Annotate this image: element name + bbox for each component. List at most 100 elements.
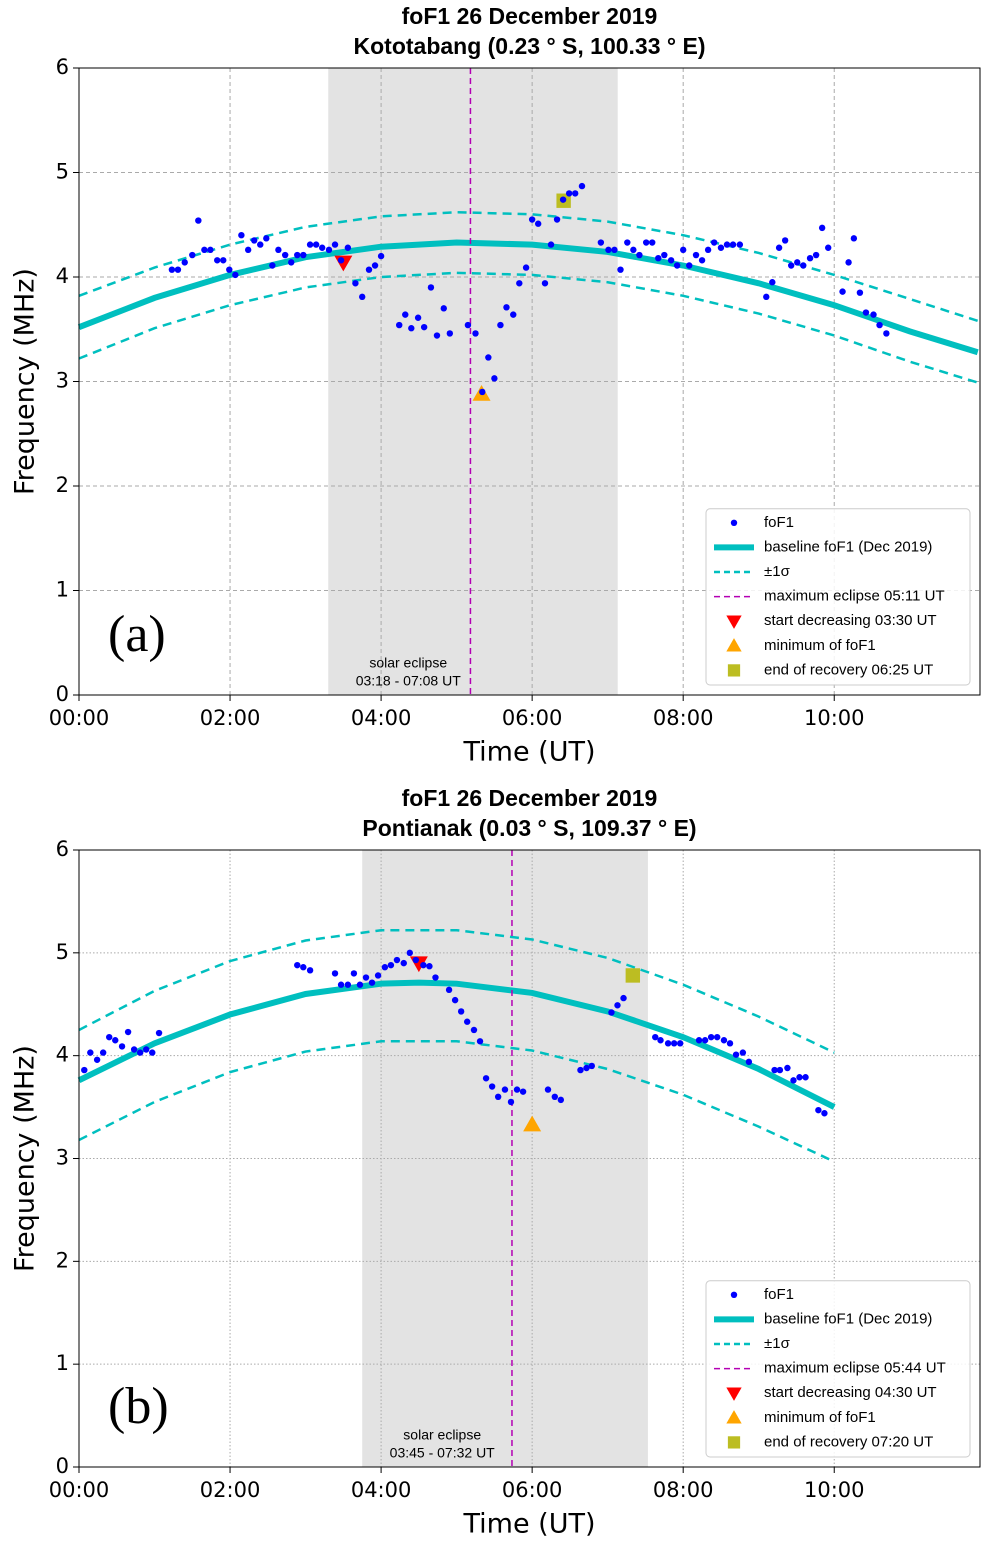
data-point (763, 293, 770, 301)
x-axis-label: Time (UT) (463, 737, 596, 768)
data-point (377, 252, 385, 260)
data-point (294, 251, 301, 259)
data-point (226, 266, 233, 273)
baseline-line (77, 979, 836, 1110)
eclipse-label: solar eclipse (403, 1427, 481, 1443)
data-point (371, 262, 379, 269)
data-point (655, 254, 662, 262)
legend-handle (726, 1387, 742, 1401)
sigma-line (78, 1040, 835, 1163)
data-point (614, 1002, 621, 1009)
data-point (294, 961, 301, 969)
data-point (577, 1066, 584, 1074)
data-point (806, 254, 814, 262)
data-point (501, 1086, 509, 1093)
data-point (503, 304, 510, 311)
data-point (337, 981, 345, 988)
data-point (717, 244, 725, 251)
data-point (251, 237, 258, 244)
data-point (420, 323, 428, 331)
data-point (771, 1066, 778, 1074)
data-point (553, 216, 561, 223)
data-point (516, 280, 523, 287)
y-tick-label: 6 (56, 55, 69, 79)
data-point (661, 251, 668, 259)
x-tick-label: 10:00 (804, 1478, 865, 1502)
data-point (845, 259, 852, 266)
data-point (883, 330, 890, 337)
data-point (870, 311, 877, 318)
data-point (482, 1075, 490, 1082)
data-point (81, 1066, 88, 1074)
data-point (519, 1088, 527, 1095)
data-point (368, 979, 376, 986)
data-point (769, 279, 776, 286)
data-point (510, 311, 517, 318)
chart-subtitle: Kototabang (0.23 ° S, 100.33 ° E) (354, 33, 706, 59)
data-point (130, 1046, 138, 1053)
chart-title: foF1 26 December 2019 (402, 785, 658, 811)
data-point (494, 1093, 502, 1101)
data-point (692, 251, 700, 259)
data-point (168, 266, 176, 273)
data-point (470, 1026, 478, 1034)
data-point (839, 288, 846, 295)
y-tick-label: 5 (56, 940, 69, 964)
data-point (306, 241, 314, 248)
data-point (325, 246, 333, 254)
data-point (541, 280, 549, 287)
plot-frame (78, 849, 981, 1468)
data-point (306, 967, 314, 974)
legend-box (705, 1280, 971, 1458)
data-point (136, 1049, 144, 1056)
data-point (775, 244, 783, 251)
legend-label: minimum of foF1 (764, 1409, 876, 1426)
x-tick-label: 00:00 (49, 1478, 110, 1502)
data-point (201, 246, 208, 254)
data-point (608, 1009, 615, 1016)
data-point (571, 190, 579, 197)
data-point (359, 293, 366, 301)
data-point (412, 956, 420, 964)
data-point (433, 332, 441, 339)
panel: foF1 26 December 2019 Pontianak (0.03 ° S… (10, 785, 981, 1540)
data-point (318, 244, 326, 251)
eclipse-label: 03:45 - 07:32 UT (390, 1445, 496, 1461)
recovery-marker (625, 968, 641, 983)
data-point (491, 375, 498, 382)
data-point (374, 972, 382, 979)
data-point (818, 224, 826, 232)
legend-label: ±1σ (764, 563, 791, 580)
data-point (300, 251, 307, 259)
data-point (597, 239, 605, 246)
y-tick-label: 1 (56, 1351, 69, 1375)
data-point (288, 259, 295, 266)
legend-label: foF1 (764, 514, 794, 531)
data-point (784, 1064, 791, 1072)
data-point (802, 1074, 809, 1081)
minimum-marker (523, 1115, 542, 1132)
panel-label: (a) (108, 606, 166, 663)
data-point (565, 190, 573, 197)
data-point (476, 1038, 484, 1045)
x-tick-label: 08:00 (653, 1478, 714, 1502)
data-point (381, 964, 389, 971)
data-point (427, 284, 435, 291)
data-point (356, 981, 364, 988)
data-point (155, 1029, 163, 1037)
data-point (406, 949, 413, 957)
data-point (657, 1037, 664, 1044)
y-tick-label: 3 (56, 369, 69, 393)
data-point (736, 241, 744, 248)
data-point (414, 314, 422, 321)
data-point (149, 1049, 156, 1056)
x-tick-label: 08:00 (653, 706, 714, 730)
data-point (876, 321, 883, 329)
data-point (445, 986, 453, 994)
data-point (93, 1056, 101, 1063)
y-tick-label: 0 (56, 1454, 69, 1478)
data-point (630, 246, 637, 254)
data-point (420, 961, 427, 969)
data-point (393, 956, 401, 964)
